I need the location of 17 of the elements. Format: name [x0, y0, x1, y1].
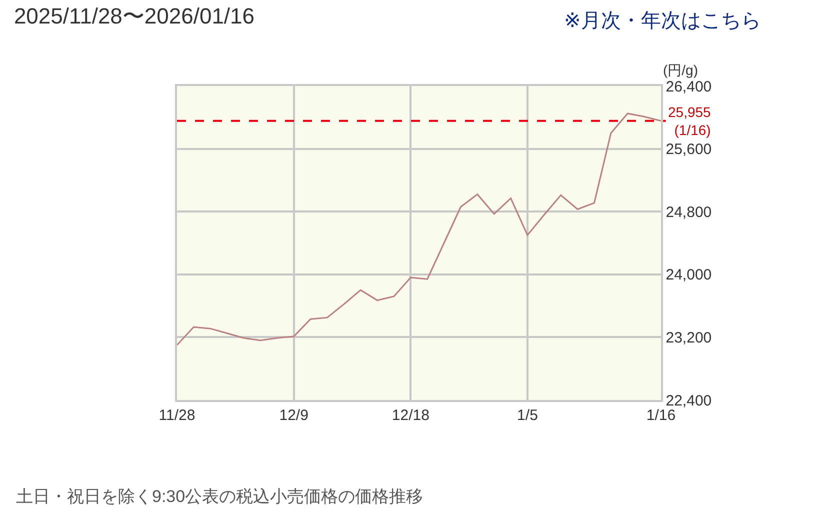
y-tick-label: 25,600: [666, 141, 712, 158]
y-tick-label: 22,400: [666, 392, 712, 410]
y-tick-label: 23,200: [666, 329, 712, 346]
x-tick-label: 1/16: [646, 406, 676, 424]
x-tick-label: 1/5: [517, 406, 538, 424]
line-series: [177, 112, 661, 346]
y-axis-title: (円/g): [663, 62, 698, 78]
x-tick-label: 12/9: [279, 406, 308, 424]
x-tick-label: 11/28: [158, 406, 196, 424]
chart-title: 2025/11/28〜2026/01/16: [14, 3, 255, 28]
text: 土日・祝日を除く9:30公表の税込小売価格の価格推移: [16, 487, 424, 506]
y-tick-label: 26,400: [666, 78, 712, 96]
ref-line-label: 25,955 (1/16): [668, 104, 712, 138]
text: ※月次・年次はこちら: [564, 10, 761, 32]
x-tick-label: 12/18: [392, 406, 430, 424]
y-tick-label: 24,000: [666, 266, 712, 284]
y-tick-label: 24,800: [666, 204, 712, 221]
